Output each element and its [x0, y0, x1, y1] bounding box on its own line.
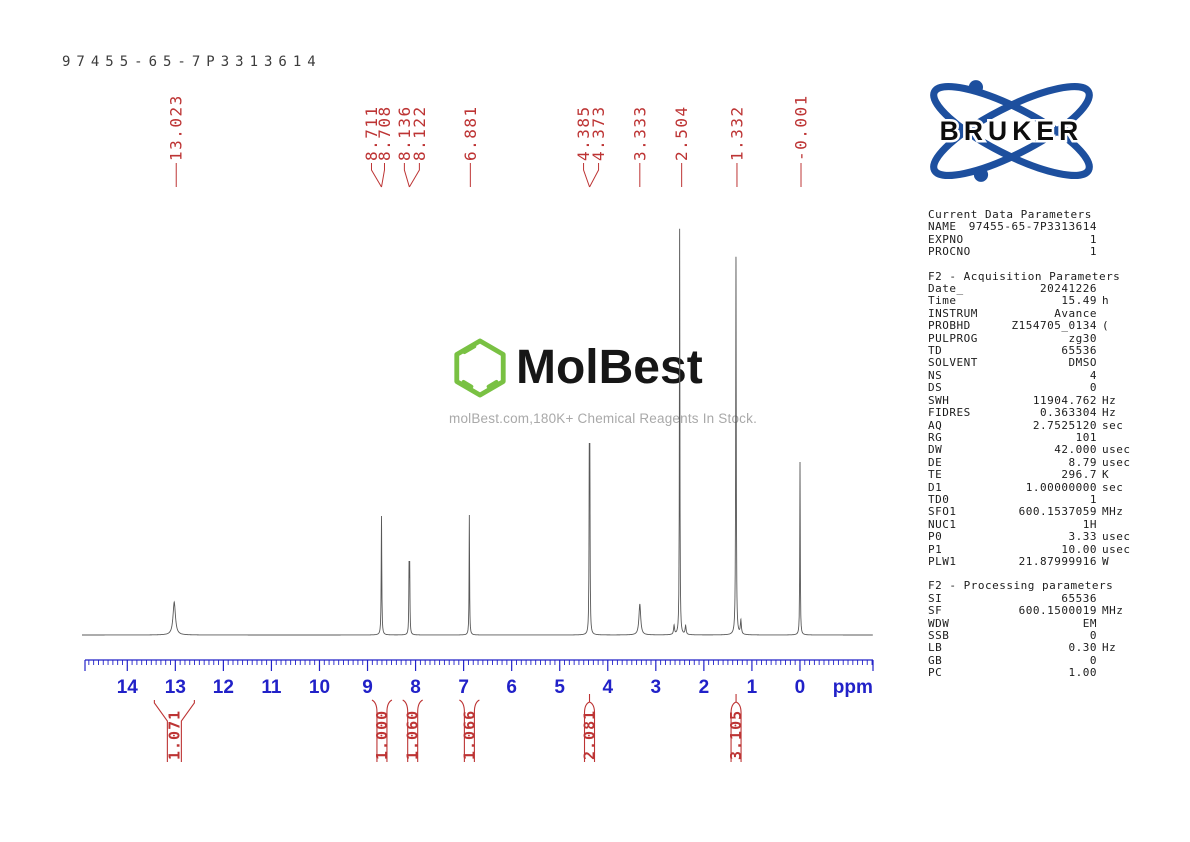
integral-value: 2.081 [581, 710, 599, 760]
peak-label: 8.122 [410, 105, 429, 161]
peak-label: 3.333 [630, 105, 649, 161]
parameter-row: EXPNO 1 [928, 232, 1097, 246]
parameter-section-title: Current Data Parameters [928, 208, 1092, 221]
integral-bracket [153, 700, 195, 762]
axis-unit-label: ppm [833, 677, 873, 698]
parameter-row: DE 8.79 usec [928, 455, 1131, 469]
axis-tick-label: 14 [117, 677, 139, 698]
peak-label: 2.504 [672, 105, 691, 161]
parameter-row: RG 101 [928, 430, 1097, 444]
parameters-panel: Current Data Parameters NAME 97455-65-7P33… [928, 208, 1134, 680]
axis-tick-label: 2 [699, 677, 710, 698]
parameter-row: INSTRUM Avance [928, 306, 1097, 320]
parameter-section-title: F2 - Acquisition Parameters [928, 269, 1121, 283]
peak-label: 6.881 [461, 105, 480, 161]
peak-connector [408, 163, 420, 188]
axis-tick-label: 12 [213, 677, 234, 698]
integral-bracket [730, 694, 742, 762]
parameter-row: SOLVENT DMSO [928, 356, 1097, 370]
peak-label: 8.708 [375, 105, 394, 161]
integral-bracket [459, 699, 480, 762]
axis-tick-label: 10 [309, 677, 330, 698]
parameter-row: SI 65536 [928, 591, 1097, 605]
integral-value: 1.071 [165, 710, 183, 760]
axis-tick-label: 4 [602, 677, 613, 698]
integral-bracket [583, 694, 596, 762]
integral-value: 3.105 [727, 710, 745, 760]
parameter-section-title: F2 - Processing parameters [928, 579, 1114, 593]
parameter-row: PROBHD Z154705_0134( [928, 319, 1110, 333]
axis-tick-label: 13 [165, 677, 186, 698]
parameter-section: Current Data Parameters NAME 97455-65-7P33… [928, 208, 1134, 259]
axis-tick-label: 1 [747, 677, 758, 698]
parameter-row: WDW EM [928, 616, 1097, 630]
peak-connector [583, 163, 591, 188]
parameter-row: SWH 11904.762 Hz [928, 393, 1117, 407]
axis-tick-label: 0 [795, 677, 806, 698]
parameter-row: AQ 2.7525120 sec [928, 418, 1124, 432]
sample-title: 97455-65-7P3313614 [62, 54, 322, 70]
parameter-row: Time 15.49 h [928, 294, 1110, 308]
axis-tick-label: 11 [261, 677, 282, 698]
bruker-orbit-dot [968, 80, 984, 95]
axis-tick-label: 7 [458, 677, 469, 698]
parameter-row: D1 1.00000000 sec [928, 480, 1124, 494]
parameter-row: TE 296.7 K [928, 468, 1110, 482]
parameter-section: F2 - Acquisition Parameters Date_ 20241226… [928, 269, 1134, 569]
molbest-watermark: MolBest [450, 336, 703, 400]
integral-value: 1.060 [404, 710, 422, 760]
bruker-wordmark: BRUKER [940, 116, 1084, 146]
axis-tick-label: 3 [651, 677, 662, 698]
molbest-wordmark: MolBest [516, 341, 703, 394]
integral-value: 1.066 [460, 710, 478, 760]
peak-label: 1.332 [727, 105, 746, 161]
peak-connector [589, 163, 600, 188]
parameter-row: TD 65536 [928, 344, 1097, 358]
parameter-row: DW 42.000 usec [928, 443, 1131, 457]
parameter-row: SSB 0 [928, 629, 1097, 642]
peak-connector [370, 163, 382, 188]
parameter-row: SF 600.1500019 MHz [928, 604, 1124, 618]
axis-tick-label: 6 [506, 677, 517, 698]
bruker-logo: BRUKER [923, 78, 1101, 184]
parameter-row: SFO1 600.1537059 MHz [928, 505, 1124, 519]
parameter-row: P1 10.00 usec [928, 542, 1131, 556]
parameter-row: Date_ 20241226 [928, 282, 1097, 296]
integral-bracket [402, 699, 423, 762]
parameter-row: LB 0.30 Hz [928, 641, 1117, 655]
parameter-row: TD0 1 [928, 492, 1097, 506]
parameter-row: PLW1 21.87999916 W [928, 554, 1110, 568]
peak-label: 8.711 [362, 105, 381, 161]
parameter-row: NAME 97455-65-7P3313614 [928, 220, 1097, 234]
peak-connector [380, 163, 385, 188]
axis-tick-label: 5 [554, 677, 565, 698]
parameter-row: PULPROG zg30 [928, 331, 1097, 345]
parameter-row: PC 1.00 [928, 666, 1097, 680]
parameter-row: PROCNO 1 [928, 245, 1097, 259]
spectrum-trace [82, 228, 873, 636]
molbest-hexagon-icon [454, 338, 506, 398]
parameter-section: F2 - Processing parameters SI 65536 SF 600.1… [928, 579, 1134, 680]
parameter-row: P0 3.33 usec [928, 530, 1131, 544]
integral-bracket [371, 699, 393, 762]
axis-tick-label: 8 [410, 677, 421, 698]
parameter-row: NUC1 1H [928, 517, 1097, 531]
bruker-orbit-icon [930, 82, 1093, 180]
parameter-row: DS 0 [928, 381, 1097, 395]
parameter-row: GB 0 [928, 653, 1097, 667]
parameter-row: NS 4 [928, 368, 1097, 382]
parameter-row: FIDRES 0.363304 Hz [928, 406, 1117, 420]
integral-value: 1.000 [373, 710, 391, 760]
bruker-orbit-dot [973, 167, 989, 182]
bruker-orbit-icon [930, 82, 1093, 180]
peak-label: -0.001 [792, 94, 811, 161]
peak-label: 4.385 [574, 105, 593, 161]
peak-connector [403, 163, 410, 188]
peak-label: 4.373 [589, 105, 608, 161]
peak-label: 8.136 [395, 105, 414, 161]
axis-tick-label: 9 [362, 677, 373, 698]
peak-label: 13.023 [167, 94, 186, 161]
